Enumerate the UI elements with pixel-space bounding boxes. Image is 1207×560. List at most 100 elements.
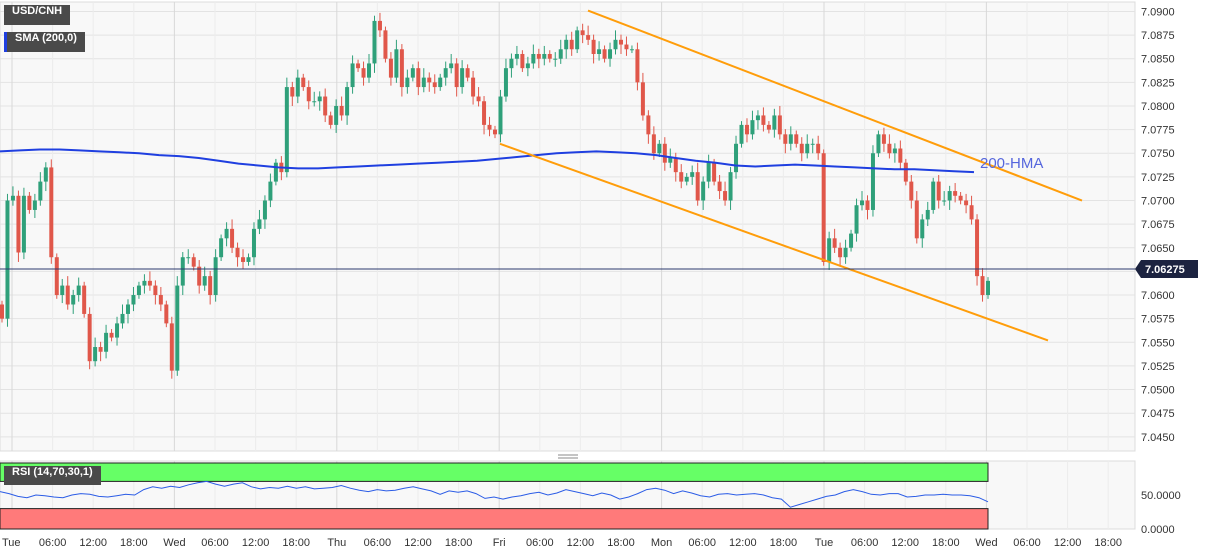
candle — [821, 149, 826, 266]
candle-body — [131, 295, 136, 305]
candle — [876, 130, 881, 158]
candle — [65, 276, 70, 310]
candle — [290, 81, 295, 106]
candle — [909, 174, 914, 209]
candle — [536, 48, 541, 69]
y-tick-label: 7.0875 — [1141, 30, 1175, 42]
candle-body — [706, 162, 711, 182]
candle-body — [673, 157, 678, 173]
candle — [646, 110, 651, 144]
candle — [980, 268, 985, 302]
x-tick-label: 06:00 — [364, 537, 392, 549]
rsi-indicator-label[interactable]: RSI (14,70,30,1) — [4, 466, 101, 485]
y-tick-label: 7.0575 — [1141, 314, 1175, 326]
candle-body — [416, 68, 421, 88]
candle-body — [328, 115, 333, 125]
candle-body — [372, 20, 377, 64]
candle-body — [860, 200, 865, 206]
candle-body — [350, 63, 355, 88]
x-tick-label: 12:00 — [567, 537, 595, 549]
candle — [43, 162, 48, 192]
candle — [838, 242, 843, 267]
candle — [964, 193, 969, 214]
candle — [514, 45, 519, 66]
candle — [361, 61, 366, 86]
candle — [482, 96, 487, 135]
candle-body — [301, 77, 306, 88]
candle — [498, 89, 503, 143]
candle-body — [887, 143, 892, 154]
candle-body — [76, 285, 81, 296]
candle-body — [788, 134, 793, 144]
candle-body — [690, 172, 695, 177]
x-tick-label: 18:00 — [770, 537, 798, 549]
candle — [306, 80, 311, 110]
candle — [668, 148, 673, 168]
candle-body — [109, 332, 114, 338]
y-tick-label: 7.0800 — [1141, 101, 1175, 113]
candle-body — [158, 295, 163, 305]
candle — [443, 61, 448, 86]
candle-body — [810, 143, 815, 145]
candle — [635, 42, 640, 91]
candle-body — [273, 162, 278, 182]
candle-body — [942, 200, 947, 202]
candle — [613, 30, 618, 55]
candle — [175, 276, 180, 376]
rsi-overbought-band — [0, 462, 989, 482]
candle — [728, 166, 733, 210]
candle-body — [405, 77, 410, 88]
candle — [640, 72, 645, 121]
candle-body — [43, 167, 48, 182]
y-tick-label: 7.0825 — [1141, 77, 1175, 89]
candle — [416, 61, 421, 96]
candle-body — [870, 153, 875, 210]
candle-body — [230, 228, 235, 248]
candle — [257, 209, 262, 235]
candle-body — [662, 143, 667, 163]
candle-body — [49, 167, 54, 258]
candle-body — [339, 105, 344, 116]
grid-lines — [0, 2, 1135, 529]
x-tick-label: 18:00 — [445, 537, 473, 549]
candle-body — [82, 285, 87, 314]
candle — [509, 53, 514, 78]
candle — [739, 121, 744, 148]
candle-body — [257, 219, 262, 229]
x-tick-label: 18:00 — [932, 537, 960, 549]
y-tick-label: 7.0750 — [1141, 148, 1175, 160]
candle — [657, 140, 662, 158]
candle-body — [317, 96, 322, 102]
y-tick-label: 7.0650 — [1141, 243, 1175, 255]
candle-body — [953, 191, 958, 196]
candle-body — [136, 285, 141, 296]
candle-body — [980, 276, 985, 296]
y-tick-label: 7.0450 — [1141, 432, 1175, 444]
candle-body — [755, 115, 760, 121]
symbol-label[interactable]: USD/CNH — [4, 5, 71, 25]
candle — [136, 281, 141, 299]
candle-body — [964, 200, 969, 206]
candle-body — [739, 124, 744, 144]
candle — [421, 68, 426, 93]
candle — [925, 201, 930, 227]
candle-body — [0, 304, 4, 319]
x-tick-label: Thu — [327, 537, 346, 549]
candle — [783, 129, 788, 154]
candle-body — [120, 313, 125, 324]
candle — [454, 58, 459, 97]
candles — [0, 12, 990, 379]
hma-200-line — [0, 148, 975, 174]
candle-body — [295, 77, 300, 97]
candle-body — [531, 53, 536, 64]
y-tick-label: 7.0525 — [1141, 361, 1175, 373]
candle-body — [591, 39, 596, 54]
candle-body — [219, 238, 224, 258]
candle — [410, 64, 415, 82]
candle — [690, 165, 695, 185]
sma-indicator-label[interactable]: SMA (200,0) — [4, 32, 85, 52]
candle-body — [525, 63, 530, 69]
candle-body — [701, 181, 706, 201]
candle — [115, 316, 120, 346]
candle — [914, 191, 919, 244]
